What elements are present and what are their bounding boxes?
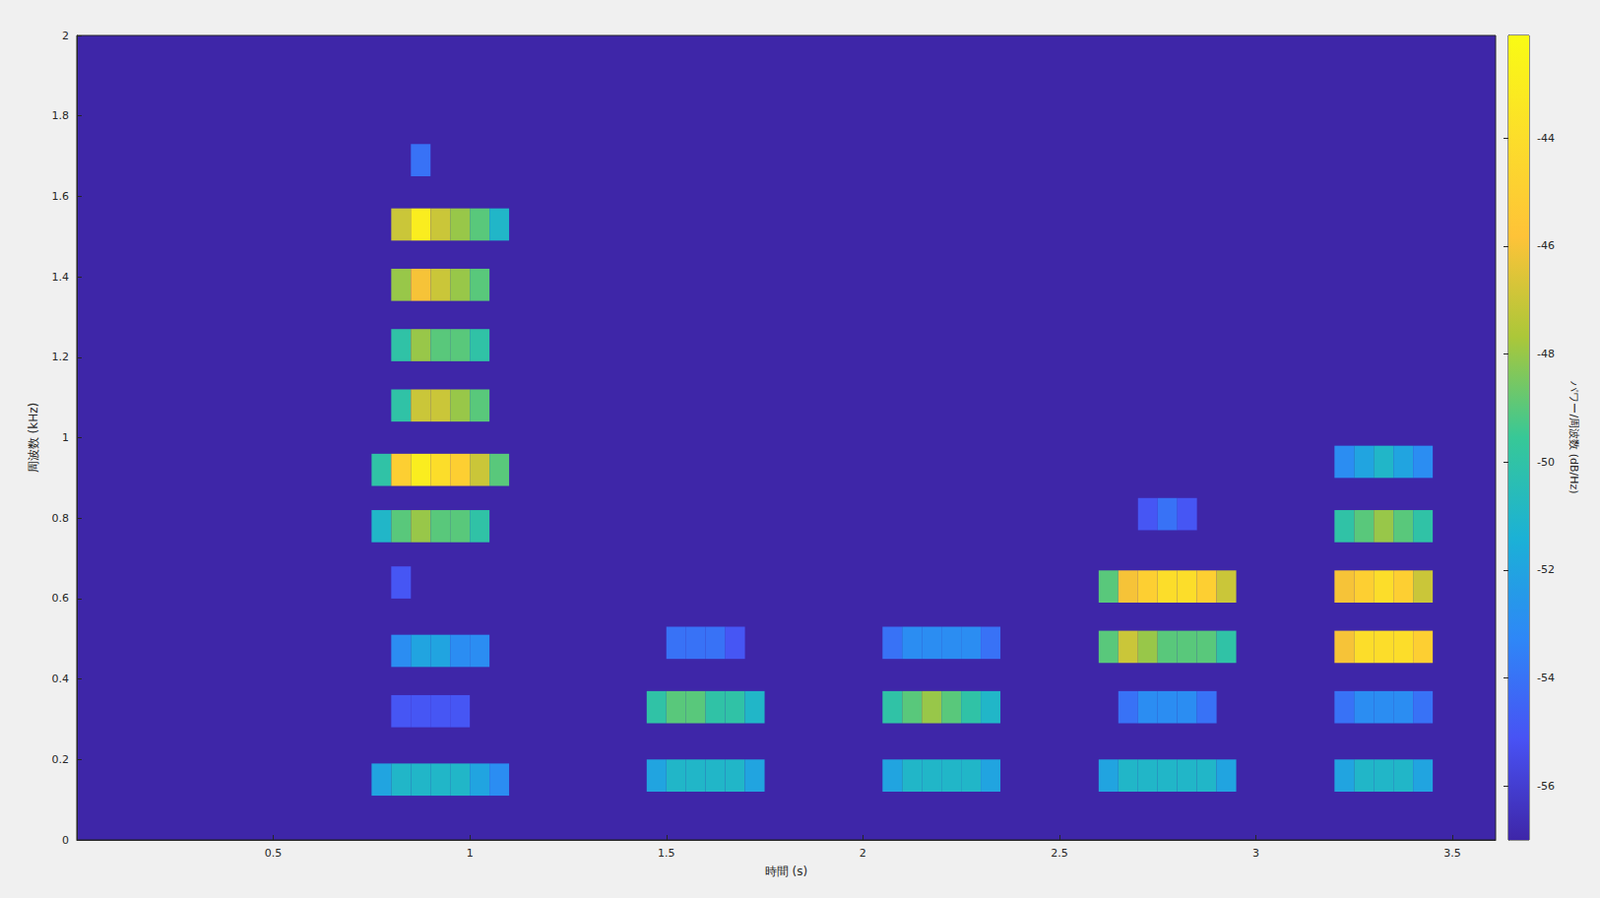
svg-text:-44: -44 [1536,131,1555,145]
svg-text:-46: -46 [1536,239,1555,253]
svg-text:-52: -52 [1536,563,1555,576]
svg-text:0.2: 0.2 [52,753,70,767]
svg-text:1.6: 1.6 [52,190,70,203]
svg-text:0: 0 [62,833,69,847]
svg-text:0.4: 0.4 [52,672,70,686]
svg-text:時間 (s): 時間 (s) [765,864,808,879]
svg-text:1.2: 1.2 [52,350,70,364]
svg-text:3.5: 3.5 [1443,846,1462,860]
svg-text:0.8: 0.8 [52,512,70,525]
svg-text:-54: -54 [1536,671,1555,685]
svg-text:パワー/周波数 (dB/Hz): パワー/周波数 (dB/Hz) [1567,380,1581,494]
svg-text:1.4: 1.4 [52,270,70,284]
svg-text:0.5: 0.5 [264,846,283,860]
svg-text:1.8: 1.8 [52,109,70,123]
svg-text:1: 1 [466,846,474,860]
svg-text:1: 1 [62,431,69,445]
svg-text:1.5: 1.5 [657,846,676,860]
svg-text:-50: -50 [1536,455,1555,469]
svg-text:-56: -56 [1536,779,1555,793]
svg-text:-48: -48 [1536,347,1555,361]
svg-text:2: 2 [859,846,867,860]
svg-text:0.6: 0.6 [52,591,70,605]
svg-text:周波数 (kHz): 周波数 (kHz) [26,402,41,473]
svg-text:2: 2 [62,29,69,43]
svg-text:2.5: 2.5 [1050,846,1069,860]
svg-text:3: 3 [1252,846,1260,860]
